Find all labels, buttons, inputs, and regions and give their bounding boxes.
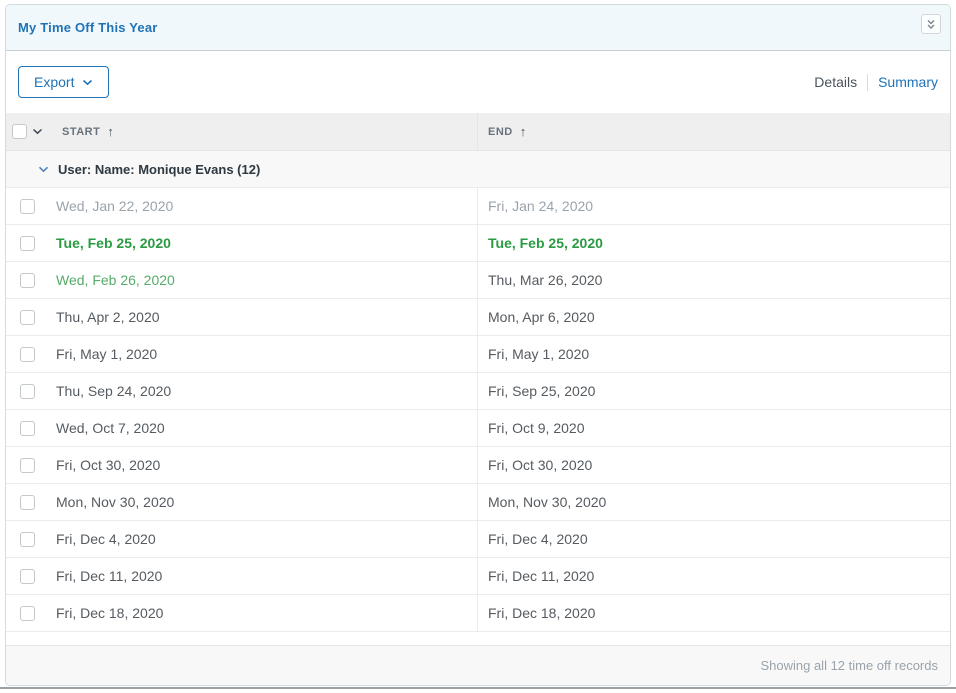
chevron-down-icon (82, 79, 93, 86)
table-row: Thu, Sep 24, 2020 Fri, Sep 25, 2020 (6, 373, 950, 410)
table-header: START ↑ END ↑ (6, 113, 950, 151)
row-checkbox[interactable] (20, 198, 35, 214)
group-row[interactable]: User: Name: Monique Evans (12) (6, 151, 950, 188)
view-switch: Details Summary (814, 73, 938, 91)
table-row: Wed, Jan 22, 2020 Fri, Jan 24, 2020 (6, 188, 950, 225)
start-cell[interactable]: Thu, Sep 24, 2020 (46, 373, 478, 409)
table-body: Wed, Jan 22, 2020 Fri, Jan 24, 2020 Tue,… (6, 188, 950, 632)
end-cell[interactable]: Mon, Nov 30, 2020 (488, 494, 607, 510)
column-header-end[interactable]: END ↑ (478, 113, 950, 150)
row-checkbox[interactable] (20, 309, 35, 325)
end-cell[interactable]: Fri, Dec 11, 2020 (488, 568, 595, 584)
table-row: Fri, Dec 11, 2020 Fri, Dec 11, 2020 (6, 558, 950, 595)
row-check-cell (6, 188, 46, 224)
start-cell[interactable]: Mon, Nov 30, 2020 (46, 484, 478, 520)
row-checkbox[interactable] (20, 531, 35, 547)
column-header-start-label: START (62, 125, 101, 138)
record-count-status: Showing all 12 time off records (760, 658, 938, 673)
table-row: Mon, Nov 30, 2020 Mon, Nov 30, 2020 (6, 484, 950, 521)
table-row: Fri, Dec 18, 2020 Fri, Dec 18, 2020 (6, 595, 950, 632)
start-cell[interactable]: Fri, Oct 30, 2020 (46, 447, 478, 483)
row-check-cell (6, 521, 46, 557)
start-cell[interactable]: Wed, Oct 7, 2020 (46, 410, 478, 446)
group-label: User: Name: Monique Evans (12) (58, 161, 261, 177)
table-row: Wed, Feb 26, 2020 Thu, Mar 26, 2020 (6, 262, 950, 299)
column-header-end-label: END (488, 125, 513, 138)
start-cell[interactable]: Thu, Apr 2, 2020 (46, 299, 478, 335)
row-check-cell (6, 558, 46, 594)
double-chevron-down-icon (926, 19, 936, 30)
start-cell[interactable]: Wed, Jan 22, 2020 (46, 188, 478, 224)
export-button-label: Export (34, 74, 75, 90)
row-check-cell (6, 595, 46, 631)
select-all-checkbox[interactable] (12, 124, 27, 139)
page-title: My Time Off This Year (18, 20, 158, 35)
column-header-start[interactable]: START ↑ (46, 113, 478, 150)
export-button[interactable]: Export (18, 66, 110, 98)
toolbar: Export Details Summary (6, 51, 950, 113)
tab-summary[interactable]: Summary (878, 74, 938, 90)
end-cell[interactable]: Fri, Sep 25, 2020 (488, 383, 596, 399)
start-cell[interactable]: Tue, Feb 25, 2020 (46, 225, 478, 261)
table-row: Fri, Oct 30, 2020 Fri, Oct 30, 2020 (6, 447, 950, 484)
row-check-cell (6, 447, 46, 483)
table-row: Fri, Dec 4, 2020 Fri, Dec 4, 2020 (6, 521, 950, 558)
row-check-cell (6, 262, 46, 298)
sort-asc-icon: ↑ (107, 124, 115, 139)
row-check-cell (6, 225, 46, 261)
row-checkbox[interactable] (20, 420, 35, 436)
select-all-cell (6, 113, 46, 150)
row-check-cell (6, 299, 46, 335)
time-off-panel: My Time Off This Year Export Details Sum… (5, 4, 951, 686)
row-checkbox[interactable] (20, 346, 35, 362)
start-cell[interactable]: Wed, Feb 26, 2020 (46, 262, 478, 298)
end-cell[interactable]: Fri, Dec 18, 2020 (488, 605, 596, 621)
row-checkbox[interactable] (20, 272, 35, 288)
collapse-panel-button[interactable] (921, 14, 941, 34)
row-checkbox[interactable] (20, 383, 35, 399)
row-checkbox[interactable] (20, 568, 35, 584)
panel-header: My Time Off This Year (6, 5, 950, 51)
end-cell[interactable]: Fri, Jan 24, 2020 (488, 198, 594, 214)
table-footer: Showing all 12 time off records (6, 645, 950, 685)
table-row: Tue, Feb 25, 2020 Tue, Feb 25, 2020 (6, 225, 950, 262)
row-check-cell (6, 410, 46, 446)
table-row: Thu, Apr 2, 2020 Mon, Apr 6, 2020 (6, 299, 950, 336)
start-cell[interactable]: Fri, Dec 11, 2020 (46, 558, 478, 594)
start-cell[interactable]: Fri, May 1, 2020 (46, 336, 478, 372)
window-bottom-edge (0, 687, 956, 689)
view-separator (867, 73, 869, 91)
row-check-cell (6, 373, 46, 409)
table-row: Fri, May 1, 2020 Fri, May 1, 2020 (6, 336, 950, 373)
group-collapse-chevron-icon (38, 166, 49, 173)
end-cell[interactable]: Mon, Apr 6, 2020 (488, 309, 595, 325)
row-check-cell (6, 484, 46, 520)
start-cell[interactable]: Fri, Dec 18, 2020 (46, 595, 478, 631)
row-checkbox[interactable] (20, 235, 35, 251)
table-row: Wed, Oct 7, 2020 Fri, Oct 9, 2020 (6, 410, 950, 447)
sort-asc-icon: ↑ (519, 124, 527, 139)
tab-details[interactable]: Details (814, 74, 858, 90)
end-cell[interactable]: Thu, Mar 26, 2020 (488, 272, 603, 288)
end-cell[interactable]: Tue, Feb 25, 2020 (488, 235, 603, 251)
row-checkbox[interactable] (20, 494, 35, 510)
end-cell[interactable]: Fri, May 1, 2020 (488, 346, 590, 362)
row-checkbox[interactable] (20, 605, 35, 621)
row-checkbox[interactable] (20, 457, 35, 473)
end-cell[interactable]: Fri, Dec 4, 2020 (488, 531, 588, 547)
start-cell[interactable]: Fri, Dec 4, 2020 (46, 521, 478, 557)
selection-menu-chevron-icon[interactable] (32, 128, 43, 135)
end-cell[interactable]: Fri, Oct 30, 2020 (488, 457, 593, 473)
row-check-cell (6, 336, 46, 372)
end-cell[interactable]: Fri, Oct 9, 2020 (488, 420, 585, 436)
